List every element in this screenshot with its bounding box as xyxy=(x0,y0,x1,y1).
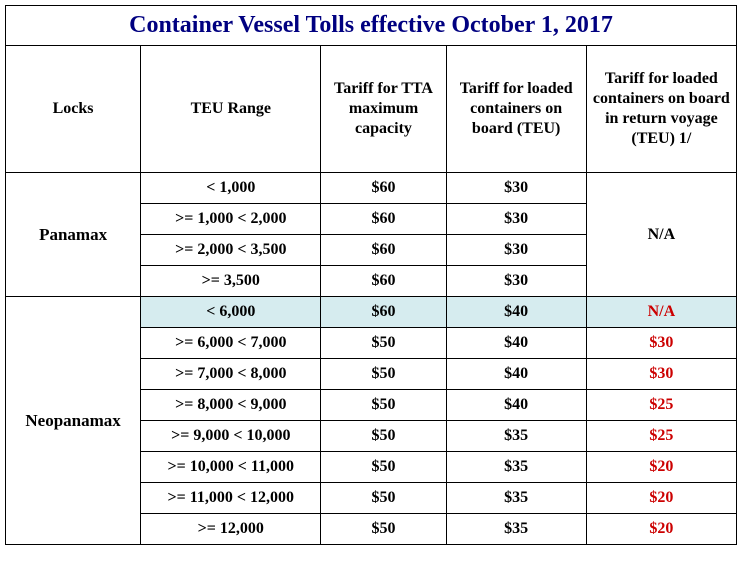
cell-return: $20 xyxy=(586,514,736,545)
tolls-table-container: Container Vessel Tolls effective October… xyxy=(5,5,737,545)
cell-tta: $60 xyxy=(321,297,446,328)
header-tta: Tariff for TTA maximum capacity xyxy=(321,46,446,173)
cell-range: >= 2,000 < 3,500 xyxy=(141,235,321,266)
cell-tta: $50 xyxy=(321,452,446,483)
cell-loaded: $30 xyxy=(446,235,586,266)
cell-tta: $60 xyxy=(321,173,446,204)
header-locks: Locks xyxy=(6,46,141,173)
header-loaded: Tariff for loaded containers on board (T… xyxy=(446,46,586,173)
cell-return: N/A xyxy=(586,297,736,328)
cell-range: >= 9,000 < 10,000 xyxy=(141,421,321,452)
tolls-table: Container Vessel Tolls effective October… xyxy=(5,5,737,545)
cell-return: $30 xyxy=(586,328,736,359)
cell-tta: $50 xyxy=(321,390,446,421)
cell-range: < 6,000 xyxy=(141,297,321,328)
cell-range: < 1,000 xyxy=(141,173,321,204)
cell-loaded: $30 xyxy=(446,204,586,235)
cell-return: $30 xyxy=(586,359,736,390)
cell-loaded: $35 xyxy=(446,483,586,514)
cell-range: >= 6,000 < 7,000 xyxy=(141,328,321,359)
cell-range: >= 7,000 < 8,000 xyxy=(141,359,321,390)
cell-tta: $60 xyxy=(321,235,446,266)
cell-return: $20 xyxy=(586,483,736,514)
cell-loaded: $35 xyxy=(446,421,586,452)
cell-range: >= 8,000 < 9,000 xyxy=(141,390,321,421)
header-row: Locks TEU Range Tariff for TTA maximum c… xyxy=(6,46,737,173)
cell-loaded: $40 xyxy=(446,297,586,328)
cell-tta: $50 xyxy=(321,483,446,514)
locks-panamax: Panamax xyxy=(6,173,141,297)
cell-tta: $60 xyxy=(321,266,446,297)
cell-loaded: $30 xyxy=(446,173,586,204)
cell-loaded: $35 xyxy=(446,514,586,545)
cell-return: $25 xyxy=(586,421,736,452)
cell-tta: $50 xyxy=(321,421,446,452)
header-return: Tariff for loaded containers on board in… xyxy=(586,46,736,173)
table-row: Neopanamax < 6,000 $60 $40 N/A xyxy=(6,297,737,328)
locks-neopanamax: Neopanamax xyxy=(6,297,141,545)
cell-range: >= 1,000 < 2,000 xyxy=(141,204,321,235)
header-range: TEU Range xyxy=(141,46,321,173)
cell-range: >= 12,000 xyxy=(141,514,321,545)
title-row: Container Vessel Tolls effective October… xyxy=(6,6,737,46)
cell-range: >= 10,000 < 11,000 xyxy=(141,452,321,483)
cell-loaded: $40 xyxy=(446,328,586,359)
cell-tta: $50 xyxy=(321,359,446,390)
table-row: Panamax < 1,000 $60 $30 N/A xyxy=(6,173,737,204)
cell-tta: $50 xyxy=(321,514,446,545)
cell-return: $25 xyxy=(586,390,736,421)
cell-tta: $60 xyxy=(321,204,446,235)
panamax-return-na: N/A xyxy=(586,173,736,297)
table-title: Container Vessel Tolls effective October… xyxy=(6,6,737,46)
cell-loaded: $35 xyxy=(446,452,586,483)
cell-loaded: $40 xyxy=(446,359,586,390)
cell-loaded: $40 xyxy=(446,390,586,421)
cell-range: >= 11,000 < 12,000 xyxy=(141,483,321,514)
cell-tta: $50 xyxy=(321,328,446,359)
cell-loaded: $30 xyxy=(446,266,586,297)
cell-range: >= 3,500 xyxy=(141,266,321,297)
cell-return: $20 xyxy=(586,452,736,483)
